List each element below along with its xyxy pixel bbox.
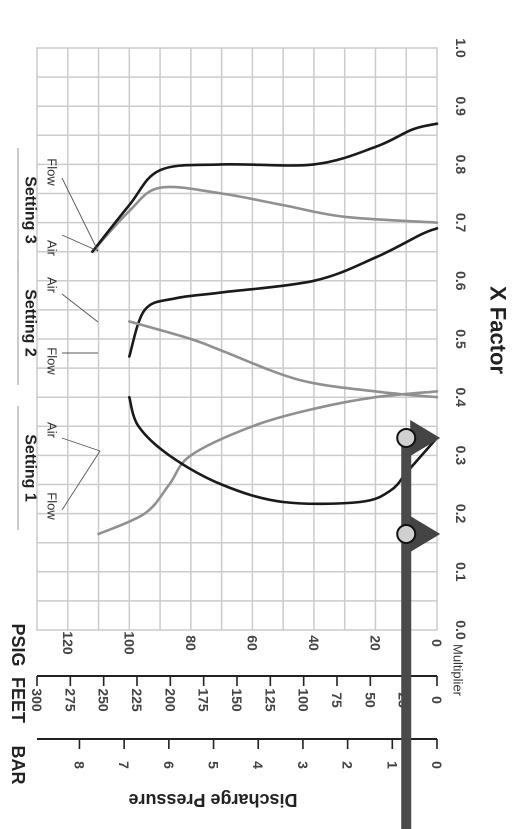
reading-arrow — [410, 419, 441, 456]
chart-curves — [91, 122, 439, 536]
feet-tick-label: 0 — [429, 696, 445, 704]
group-left-label: Flow — [45, 492, 60, 520]
feet-tick-label: 225 — [129, 688, 145, 712]
psig-tick-label: 40 — [306, 635, 322, 651]
feet-tick-label: 275 — [62, 688, 78, 712]
group-right-label: Flow — [45, 158, 60, 186]
psig-tick-label: 60 — [244, 635, 260, 651]
group-label: Setting 2 — [22, 289, 39, 357]
x-tick-label: 0.6 — [453, 271, 469, 291]
x-tick-label: 0.2 — [453, 504, 469, 524]
psig-unit-label: PSIG — [8, 623, 28, 666]
bar-tick-label: 0 — [429, 761, 445, 769]
x-tick-label: 0.1 — [453, 562, 469, 582]
x-tick-label: 0.4 — [453, 387, 469, 407]
feet-tick-label: 75 — [329, 692, 345, 708]
x-tick-label: 1.0 — [453, 38, 469, 58]
group-right-label: Air — [45, 422, 60, 439]
feet-tick-label: 175 — [196, 688, 212, 712]
scale-title: Discharge Pressure — [128, 790, 297, 810]
multiplier-label: Multiplier — [451, 644, 466, 697]
series-line — [91, 185, 439, 253]
group-left-label: Air — [45, 240, 60, 257]
leader-line — [61, 293, 99, 323]
bar-tick-label: 8 — [71, 761, 87, 769]
pressure-scale: 0255075100125150175200225250275300012345… — [8, 623, 466, 810]
feet-tick-label: 100 — [296, 688, 312, 712]
bar-tick-label: 4 — [250, 761, 266, 769]
leader-line — [61, 450, 101, 511]
series-line — [97, 390, 439, 536]
leader-line — [61, 177, 99, 252]
chart-labels: 0.0 0.1 0.2 0.3 0.4 0.5 0.6 0.7 0.8 0.9 1.0 X Facto… — [17, 38, 511, 655]
bar-unit-label: BAR — [8, 746, 28, 785]
bar-tick-label: 6 — [161, 761, 177, 769]
x-tick-label: 0.5 — [453, 329, 469, 349]
psig-tick-label: 0 — [429, 639, 445, 647]
psig-tick-label: 20 — [367, 635, 383, 651]
reading-marker — [396, 523, 417, 544]
psig-tick-label: 80 — [183, 635, 199, 651]
x-axis-title: X Factor — [486, 286, 511, 374]
reading-arrow — [410, 515, 441, 552]
chart-grid — [36, 47, 438, 631]
reading-overlay — [396, 419, 441, 829]
group-label: Setting 1 — [22, 434, 39, 502]
feet-tick-label: 250 — [96, 688, 112, 712]
x-tick-label: 0.8 — [453, 155, 469, 175]
bar-tick-label: 5 — [206, 761, 222, 769]
reading-bar — [401, 437, 412, 829]
feet-tick-label: 150 — [229, 688, 245, 712]
bar-tick-label: 3 — [295, 761, 311, 769]
bar-tick-label: 7 — [116, 761, 132, 769]
leader-line — [61, 234, 99, 252]
series-line — [91, 122, 439, 253]
group-label: Setting 3 — [22, 176, 39, 244]
feet-unit-label: FEET — [8, 677, 28, 723]
x-tick-label: 0.7 — [453, 213, 469, 233]
bar-tick-label: 2 — [340, 761, 356, 769]
x-tick-label: 0.3 — [453, 446, 469, 466]
group-right-label: Air — [45, 277, 60, 294]
bar-tick-label: 1 — [384, 761, 400, 769]
reading-marker — [396, 427, 417, 448]
series-line — [128, 320, 439, 399]
feet-tick-label: 125 — [262, 688, 278, 712]
series-line — [128, 227, 439, 358]
group-left-label: Flow — [45, 347, 60, 375]
leader-line — [61, 437, 101, 452]
series-line — [128, 395, 439, 506]
psig-tick-label: 100 — [121, 631, 137, 655]
feet-tick-label: 200 — [162, 688, 178, 712]
feet-tick-label: 300 — [29, 688, 45, 712]
x-tick-label: 0.0 — [453, 620, 469, 640]
psig-tick-label: 120 — [60, 631, 76, 655]
feet-tick-label: 50 — [362, 692, 378, 708]
x-tick-label: 0.9 — [453, 96, 469, 116]
